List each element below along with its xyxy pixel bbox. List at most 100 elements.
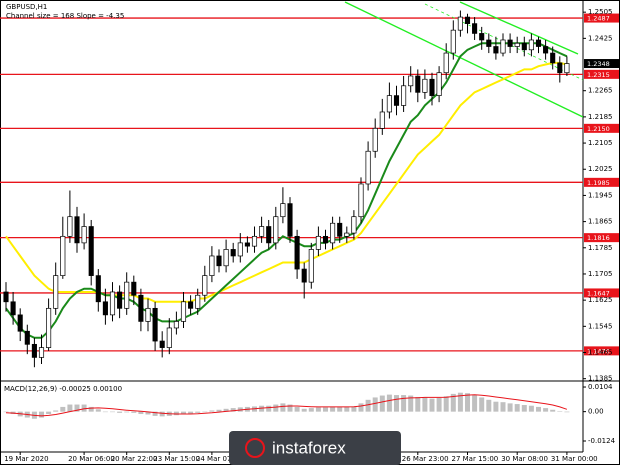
macd-tick-label: 0.00 [588,408,604,416]
y-tick-label: 1.2425 [588,34,613,42]
macd-tick-label: -0.0124 [588,437,616,445]
macd-bar [131,411,137,413]
watermark-box [229,431,401,465]
macd-bar [422,397,428,412]
candle-body [166,327,172,348]
channel-line [344,1,584,118]
candle-body [3,291,9,303]
x-tick-label: 20 Mar 06:00 [68,455,115,463]
candle-body [443,52,449,74]
macd-bar [195,411,201,413]
y-tick-label: 1.1545 [588,322,613,330]
macd-bar [401,395,407,412]
candle-body [195,294,201,309]
candle-body [273,216,279,244]
candle-body [109,291,116,316]
candle-body [280,203,286,218]
candle-body [351,216,357,234]
candle-body [102,301,108,316]
macd-bar [124,411,130,413]
level-label: 1.1816 [587,234,610,242]
candle-body [173,321,179,329]
macd-bar [209,410,215,412]
watermark-logo [245,438,265,458]
y-tick-label: 1.2105 [588,139,613,147]
macd-bar [259,405,265,412]
candle-body [450,29,456,54]
candle-body [145,307,151,322]
level-box [584,123,619,133]
candle-body [514,42,520,47]
candle-body [259,226,265,237]
level-label: 1.1647 [587,289,610,297]
candle-body [386,95,392,113]
macd-bar [521,405,527,412]
candle-body [415,75,421,93]
candle-body [464,16,471,24]
candle-body [81,226,87,244]
y-tick-label: 1.1785 [588,244,613,252]
candle-body [202,275,208,296]
candle-body [251,235,258,247]
candle-body [486,39,492,47]
candle-body [159,340,165,348]
macd-bar [507,403,513,412]
candle-body [38,347,45,358]
channel-line [459,1,579,55]
level-label: 1.1470 [587,347,610,355]
candle-body [152,307,158,342]
macd-bar [386,394,392,412]
macd-bar [188,411,194,414]
candle-body [330,222,336,244]
macd-bar [557,411,563,412]
candle-body [74,216,80,244]
macd-bar [358,403,364,412]
macd-bar [145,411,151,415]
macd-bar [528,405,534,412]
candle-body [500,39,506,54]
candle-body [422,78,428,93]
candle-body [131,281,137,296]
level-box [584,13,619,23]
y-tick-label: 1.2505 [588,8,613,16]
y-tick-label: 1.1865 [588,218,613,226]
candle-body [223,249,229,267]
macd-bar [493,401,499,412]
macd-bar [301,408,307,412]
macd-bar [408,395,414,412]
macd-bar [500,402,506,412]
macd-bar [67,404,73,412]
y-tick-label: 1.2185 [588,113,613,121]
candle-body [337,222,343,237]
candle-body [244,242,250,247]
macd-bar [81,404,87,412]
candle-body [322,235,329,244]
macd-bar [308,408,314,412]
x-tick-label: 31 Mar 00:00 [551,455,598,463]
candle-body [408,75,414,87]
current-price-box [584,59,619,69]
levels: 1.2487 1.2315 1.2150 1.1985 1.1816 1.1647 1.14… [0,13,619,356]
candle-body [301,268,307,283]
candle-body [436,72,442,96]
x-tick-label: 30 Mar 08:00 [501,455,548,463]
candle-body [10,301,16,316]
macd-bar [159,411,165,417]
axis: 1.2505 1.2425 1.2265 1.2185 1.2105 1.2025 1.19… [4,8,619,463]
candle-body [31,343,37,358]
macd-bar [46,411,52,415]
candle-body [53,275,59,309]
macd-bar [323,407,328,412]
candle-body [543,46,549,54]
candle-body [17,314,23,332]
x-tick-label: 27 Mar 15:00 [452,455,499,463]
watermark-text: instaforex [272,438,346,457]
level-label: 1.1985 [587,179,610,187]
y-tick-label: 1.2265 [588,87,613,95]
macd-bar [351,406,357,412]
macd-bar [216,409,222,412]
candle-body [358,183,364,218]
chart-subtitle: Channel size = 168 Slope = -4.35 [6,12,124,20]
macd-bar [95,409,101,412]
